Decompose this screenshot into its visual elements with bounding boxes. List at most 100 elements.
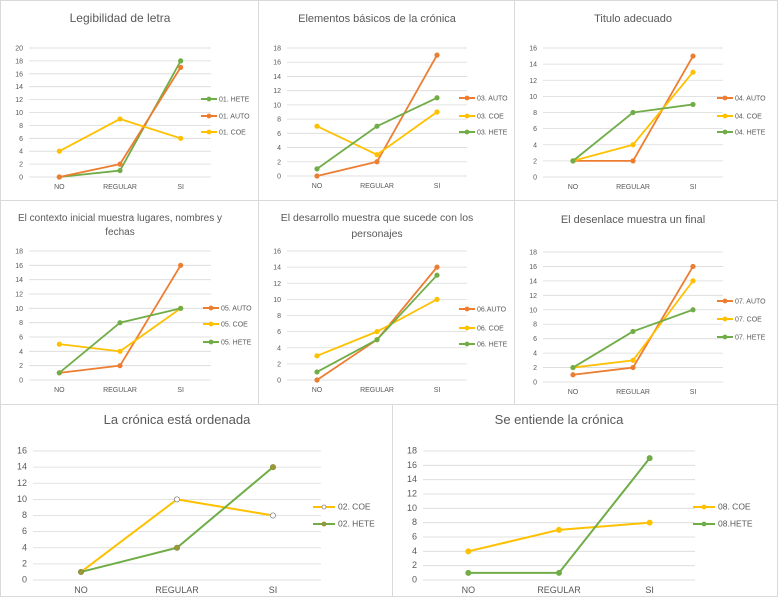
data-point [630,357,636,363]
legend-item: 01. HETE [201,97,250,104]
chart-panel-elementos-basicos: Elementos básicos de la crónica 0 2 4 6 8 10 12… [258,0,515,201]
legend-item: 03. COE [459,114,504,121]
series-coe [314,109,440,158]
data-point [374,329,380,335]
data-point [178,58,184,64]
x-tick-label: NO [74,585,88,595]
x-tick-label: REGULAR [616,389,650,396]
y-tick-label: 4 [533,351,537,358]
y-tick-label: 10 [529,307,537,314]
data-point [434,264,440,270]
series-line [80,466,274,573]
y-tick-label: 0 [277,378,281,385]
legend-item: 04. HETE [717,130,766,137]
legend-item: 05. AUTO [203,306,252,313]
y-tick-label: 14 [407,474,417,484]
legend-marker [321,521,327,527]
y-tick-label: 4 [277,345,281,352]
y-tick-label: 2 [412,560,417,570]
y-tick-label: 0 [533,175,537,182]
legend-marker [464,306,470,312]
data-point [690,69,696,75]
legend-marker [464,341,470,347]
y-tick-label: 16 [407,460,417,470]
chart-svg: Se entiende la crónica 0 2 4 6 8 10 12 14 16 18 NO R… [407,412,753,595]
y-tick-label: 14 [15,84,23,91]
legend-item: 05. COE [203,322,248,329]
y-tick-label: 8 [412,517,417,527]
legend-item: 01. AUTO [201,114,250,121]
data-point [117,161,123,167]
y-tick-label: 10 [407,503,417,513]
x-tick-label: REGULAR [360,183,394,190]
data-point [555,526,562,533]
data-point [646,519,653,526]
legend-marker [206,129,212,135]
y-tick-label: 16 [15,71,23,78]
legend-label: 03. COE [477,114,504,121]
legend-label: 07. AUTO [735,299,766,306]
legend-item: 07. COE [717,317,762,324]
series-hete [56,305,184,376]
data-point [173,496,180,503]
chart-title: El contexto inicial muestra lugares, nom… [18,213,222,224]
legend-label: 06. HETE [477,342,508,349]
x-tick-label: NO [54,387,65,394]
legend-item: 06. HETE [459,342,508,349]
y-tick-label: 2 [19,162,23,169]
legend-label: 02. HETE [338,519,375,529]
legend-marker [464,95,470,101]
legend-label: 04. AUTO [735,96,766,103]
chart-title: Se entiende la crónica [495,412,624,427]
data-point [690,53,696,59]
legend-label: 03. AUTO [477,96,508,103]
x-tick-label: NO [568,184,579,191]
data-point [630,142,636,148]
legend-label: 02. COE [338,502,371,512]
y-tick-label: 12 [15,292,23,299]
legend-label: 06. COE [477,326,504,333]
data-point [570,372,576,378]
series-hete [465,455,653,576]
y-tick-label: 18 [407,446,417,456]
y-tick-label: 6 [277,329,281,336]
legend-item: 03. AUTO [459,96,508,103]
y-tick-label: 16 [17,446,27,456]
y-tick-label: 10 [273,102,281,109]
chart-title: Titulo adecuado [594,13,672,25]
chart-svg: La crónica está ordenada 0 2 4 6 8 10 12 14 16 NO R… [17,412,375,595]
data-point [117,348,123,354]
data-point [178,305,184,311]
x-tick-label: REGULAR [360,387,394,394]
legend-label: 03. HETE [477,130,508,137]
chart-svg: Legibilidad de letra 0 2 4 6 8 10 12 14 16 18 20 NO R… [15,11,250,191]
y-tick-label: 12 [273,281,281,288]
legend-label: 07. HETE [735,335,766,342]
y-tick-label: 14 [273,265,281,272]
legend-item: 02. COE [313,502,371,512]
y-tick-label: 8 [277,117,281,124]
legend-marker [208,321,214,327]
data-point [314,166,320,172]
data-point [269,464,276,471]
data-point [374,123,380,129]
y-tick-label: 8 [533,322,537,329]
y-tick-label: 2 [19,363,23,370]
series-line [572,71,694,162]
legend-item: 06.AUTO [459,307,507,314]
y-tick-label: 10 [273,297,281,304]
data-point [630,158,636,164]
y-tick-label: 16 [273,60,281,67]
series-line [316,298,438,357]
series-coe [56,305,184,354]
data-point [465,569,472,576]
y-tick-label: 18 [529,250,537,257]
data-point [56,174,62,180]
chart-panel-ordenada: La crónica está ordenada 0 2 4 6 8 10 12 14 16 NO R… [0,404,393,597]
data-point [56,148,62,154]
data-point [434,109,440,115]
legend-label: 08. COE [718,502,751,512]
legend-label: 05. HETE [221,340,252,347]
data-point [434,272,440,278]
series-hete [570,307,696,371]
